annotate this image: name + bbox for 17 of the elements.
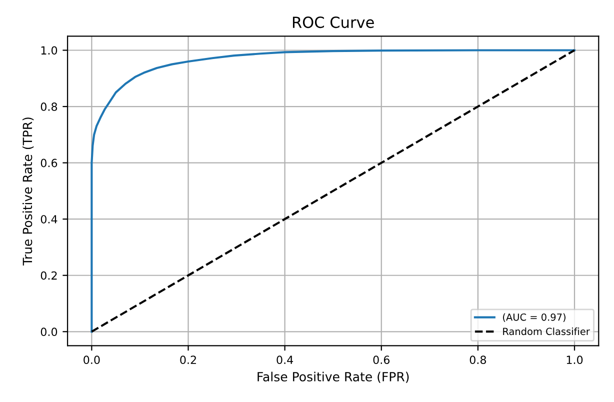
- legend-label: (AUC = 0.97): [503, 313, 566, 322]
- x-tick-label: 0.4: [276, 356, 294, 364]
- y-tick-label: 0.8: [40, 102, 58, 111]
- y-axis-title: True Positive Rate (TPR): [22, 118, 34, 266]
- chart-title: ROC Curve: [292, 16, 374, 28]
- x-tick-label: 0.8: [470, 356, 486, 364]
- x-tick-label: 0.2: [180, 356, 196, 364]
- x-tick-label: 1.0: [566, 356, 583, 364]
- y-tick-label: 0.4: [40, 215, 58, 224]
- y-tick-label: 1.0: [41, 46, 58, 55]
- y-tick-label: 0.6: [40, 158, 58, 168]
- legend-label: Random Classifier: [503, 328, 590, 336]
- y-tick-label: 0.2: [40, 271, 57, 280]
- x-tick-label: 0.0: [84, 356, 100, 364]
- x-tick-label: 0.6: [373, 356, 390, 364]
- y-tick-label: 0.0: [40, 328, 58, 336]
- x-axis-title: False Positive Rate (FPR): [258, 372, 409, 383]
